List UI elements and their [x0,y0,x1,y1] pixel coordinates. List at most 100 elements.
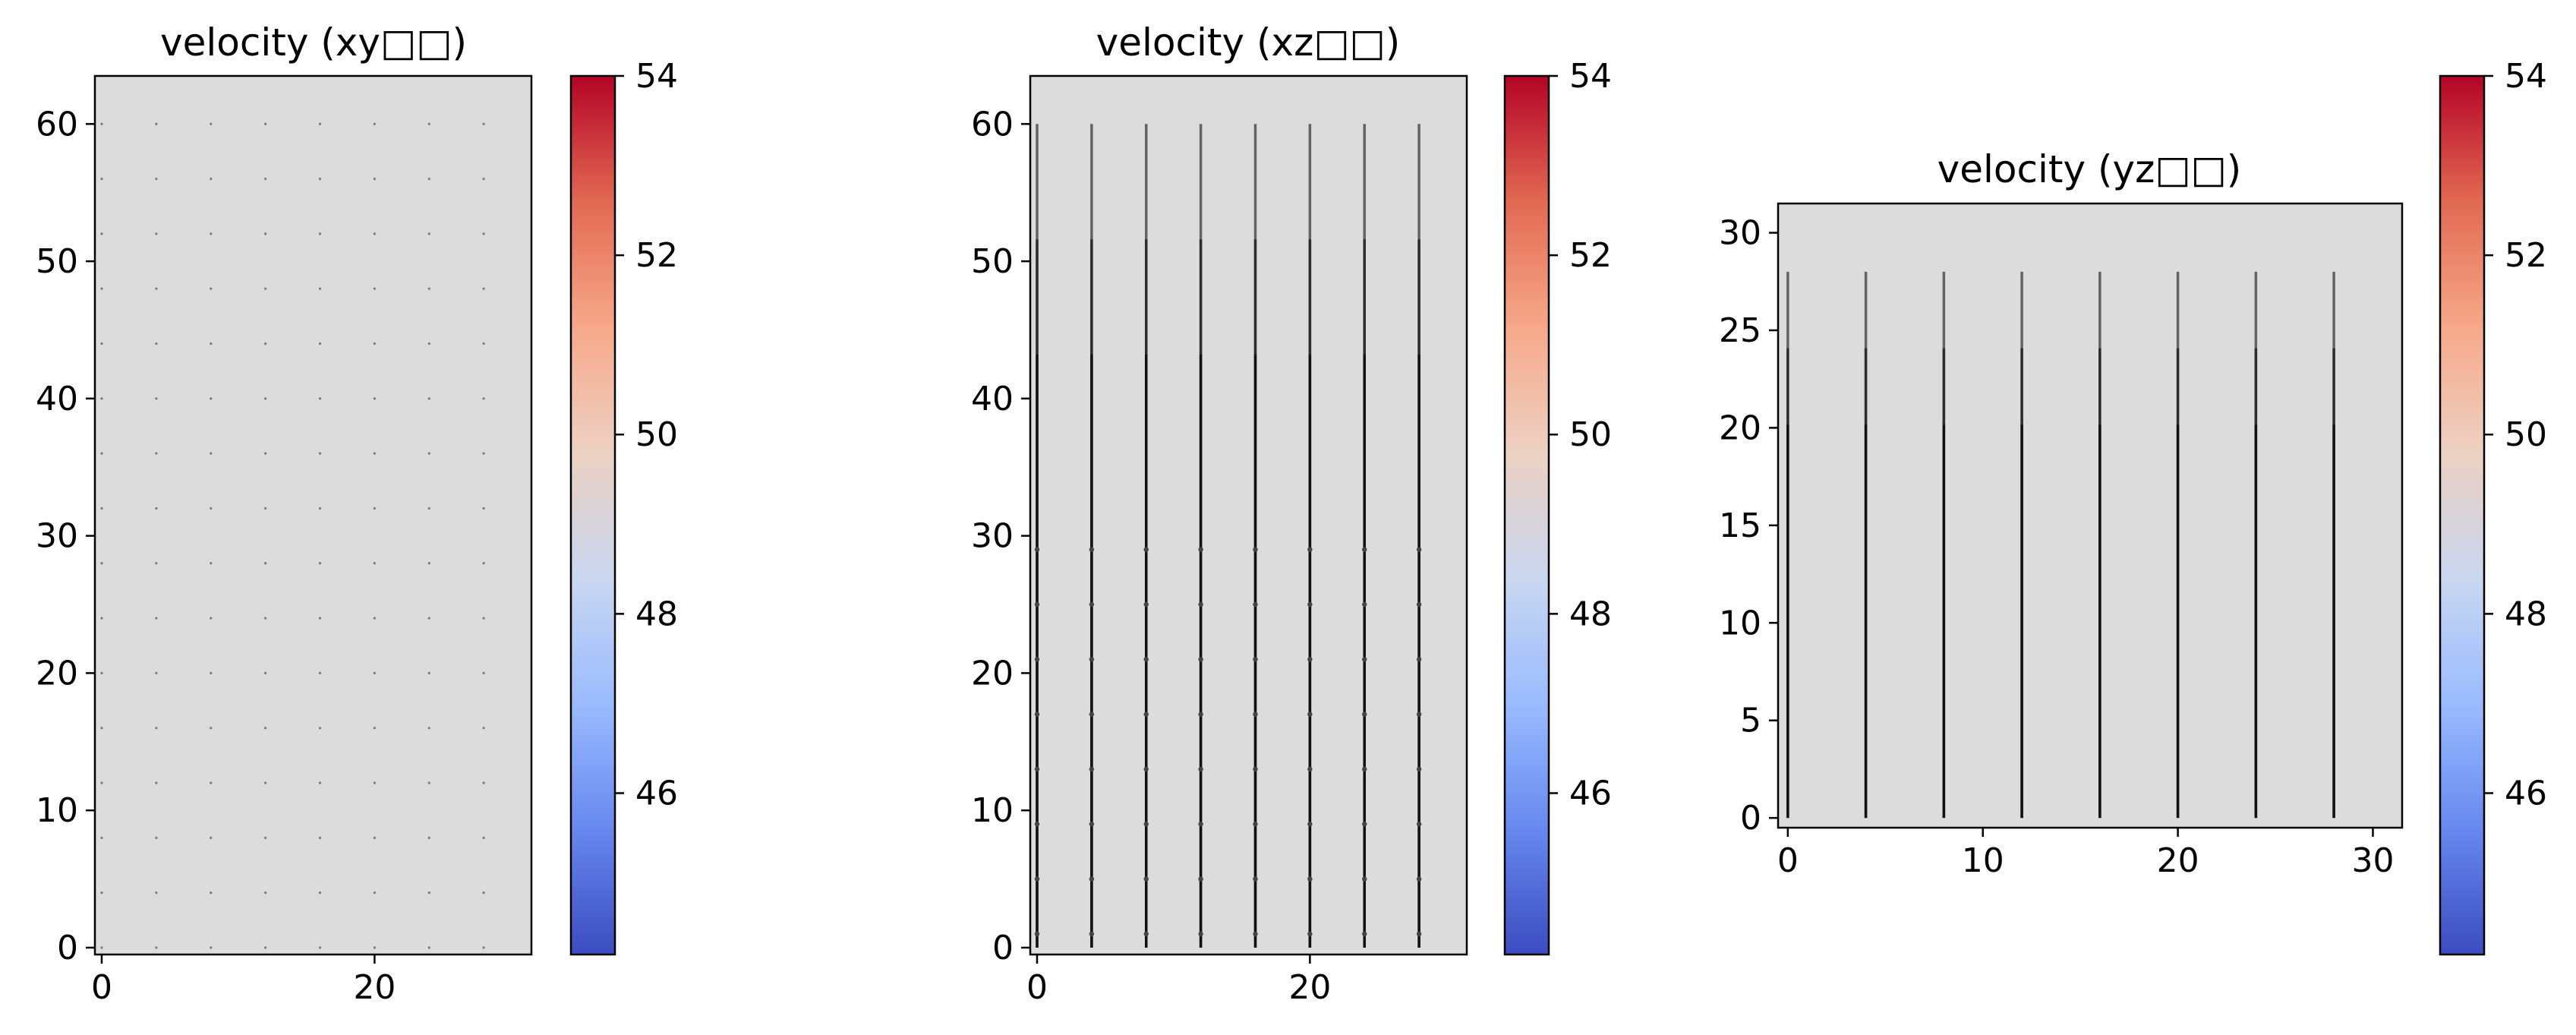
panel-yz-plot: 0 10 20 30 0 5 10 15 20 25 30 [1719,202,2404,880]
quiver-marker [1362,657,1367,662]
quiver-point [100,232,103,235]
quiver-point [427,287,430,290]
colorbar-tick-label: 46 [635,774,678,813]
quiver-marker [1198,876,1203,882]
quiver-point [100,397,103,400]
quiver-point [318,452,322,455]
quiver-point [155,727,158,730]
quiver-marker [1143,931,1149,937]
quiver-point [373,122,376,125]
quiver-point [318,122,322,125]
quiver-marker [1198,601,1203,607]
quiver-point [318,671,322,674]
quiver-marker [1307,822,1313,827]
quiver-marker [1034,712,1040,717]
quiver-marker [1034,601,1040,607]
quiver-marker [1089,547,1095,552]
quiver-marker [1307,876,1313,882]
quiver-point [318,617,322,620]
quiver-point [210,562,213,565]
quiver-point [264,287,267,290]
quiver-marker [1143,822,1149,827]
quiver-point [373,397,376,400]
panel-xy-title: velocity (xy□□) [160,21,467,65]
quiver-marker [1362,766,1367,772]
quiver-point [318,397,322,400]
quiver-point [100,287,103,290]
quiver-point [264,562,267,565]
quiver-point [100,122,103,125]
quiver-point [427,671,430,674]
quiver-marker [1253,657,1258,662]
quiver-point [482,946,485,949]
quiver-point [482,671,485,674]
quiver-point [100,836,103,839]
panel-xz-colorbar: 46 48 50 52 54 [1503,57,1612,956]
quiver-point [210,122,213,125]
quiver-point [427,562,430,565]
quiver-point [373,946,376,949]
plot-frame [93,74,533,956]
quiver-point [373,177,376,181]
velocity-field [1778,204,2402,828]
y-tick-label: 0 [1740,799,1761,838]
quiver-point [482,122,485,125]
quiver-point [100,781,103,784]
quiver-point [155,946,158,949]
quiver-point [318,836,322,839]
quiver-point [155,891,158,895]
quiver-point [155,177,158,181]
quiver-point [155,287,158,290]
quiver-marker [1362,547,1367,552]
quiver-marker [1143,876,1149,882]
y-tick-label: 60 [971,105,1014,144]
quiver-point [482,891,485,895]
panel-yz-title: velocity (yz□□) [1938,147,2242,191]
quiver-marker [1253,822,1258,827]
quiver-point [210,506,213,510]
quiver-point [100,177,103,181]
quiver-point [427,836,430,839]
quiver-point [210,891,213,895]
quiver-marker [1034,657,1040,662]
quiver-point [482,452,485,455]
quiver-marker [1198,547,1203,552]
y-tick-label: 30 [1719,214,1761,253]
quiver-point [318,342,322,346]
quiver-point [318,232,322,235]
quiver-point [155,122,158,125]
colorbar-tick-label: 52 [1569,236,1612,275]
quiver-point [373,671,376,674]
y-tick-label: 60 [36,105,78,144]
quiver-marker [1307,601,1313,607]
colorbar-tick-label: 54 [2505,57,2547,96]
quiver-marker [1143,601,1149,607]
quiver-marker [1034,931,1040,937]
quiver-marker [1253,766,1258,772]
y-tick-label: 50 [36,242,78,281]
quiver-point [427,177,430,181]
quiver-point [264,122,267,125]
quiver-marker [1034,547,1040,552]
quiver-point [482,781,485,784]
quiver-point [264,397,267,400]
panel-xy: velocity (xy□□) 0 20 0 10 20 30 40 50 60 46 48 50 5… [36,21,678,1007]
y-tick-label: 30 [36,517,78,556]
panel-xz-title: velocity (xz□□) [1096,21,1401,65]
quiver-point [100,617,103,620]
y-tick-label: 40 [36,380,78,418]
colorbar-tick-label: 50 [1569,415,1612,454]
quiver-marker [1416,547,1422,552]
colorbar-tick-label: 48 [635,595,678,633]
quiver-point [210,617,213,620]
panel-xz: velocity (xz□□) 0 20 0 10 20 30 40 50 60 46 48 50 5… [971,21,1612,1007]
quiver-point [264,506,267,510]
y-tick-label: 50 [971,242,1014,281]
quiver-point [155,836,158,839]
quiver-point [318,781,322,784]
quiver-point [210,342,213,346]
quiver-point [318,727,322,730]
quiver-marker [1089,712,1095,717]
quiver-point [318,506,322,510]
y-tick-label: 10 [1719,604,1761,642]
